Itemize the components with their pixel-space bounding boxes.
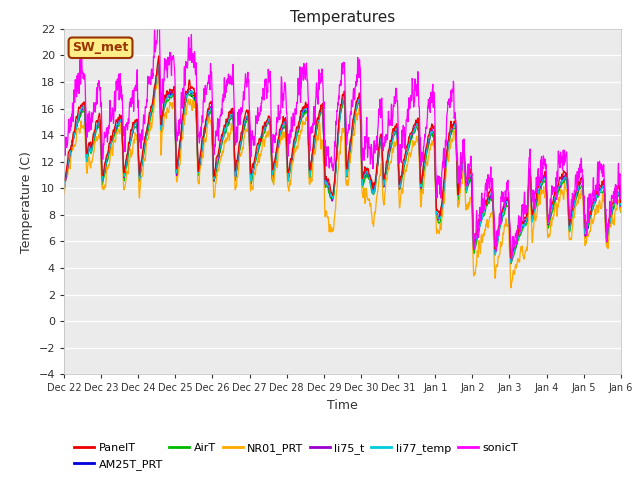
PanelT xyxy=(359,174,367,180)
AM25T_PRT xyxy=(504,195,512,201)
NR01_PRT xyxy=(568,228,576,234)
AM25T_PRT xyxy=(155,61,163,67)
li75_t xyxy=(155,59,163,65)
li77_temp xyxy=(60,180,68,186)
li77_temp xyxy=(155,59,163,64)
li77_temp xyxy=(584,223,591,229)
NR01_PRT xyxy=(359,194,367,200)
PanelT xyxy=(371,181,379,187)
PanelT xyxy=(568,207,576,213)
AM25T_PRT xyxy=(617,207,625,213)
PanelT xyxy=(60,178,68,183)
AirT xyxy=(507,261,515,267)
li75_t xyxy=(359,181,367,187)
li77_temp xyxy=(617,201,625,207)
AM25T_PRT xyxy=(507,257,515,263)
NR01_PRT xyxy=(60,192,68,197)
li75_t xyxy=(617,203,625,209)
Line: AM25T_PRT: AM25T_PRT xyxy=(64,64,621,260)
sonicT xyxy=(508,258,515,264)
PanelT xyxy=(155,53,163,59)
sonicT xyxy=(371,150,379,156)
AirT xyxy=(371,189,379,195)
PanelT xyxy=(504,196,512,202)
sonicT xyxy=(156,16,163,22)
NR01_PRT xyxy=(507,285,515,291)
AM25T_PRT xyxy=(371,184,379,190)
NR01_PRT xyxy=(216,162,223,168)
PanelT xyxy=(584,218,591,224)
li77_temp xyxy=(507,259,515,265)
AirT xyxy=(504,203,512,208)
li75_t xyxy=(507,259,515,264)
sonicT xyxy=(568,202,576,208)
AM25T_PRT xyxy=(568,214,576,220)
Line: sonicT: sonicT xyxy=(64,19,621,261)
AirT xyxy=(359,184,367,190)
AirT xyxy=(60,186,68,192)
li75_t xyxy=(568,209,576,215)
li77_temp xyxy=(568,214,576,219)
li75_t xyxy=(584,220,591,226)
AM25T_PRT xyxy=(359,180,367,186)
AirT xyxy=(568,215,576,220)
NR01_PRT xyxy=(584,234,591,240)
Line: li75_t: li75_t xyxy=(64,62,621,262)
X-axis label: Time: Time xyxy=(327,399,358,412)
Title: Temperatures: Temperatures xyxy=(290,10,395,25)
sonicT xyxy=(359,147,367,153)
AirT xyxy=(155,62,163,68)
PanelT xyxy=(617,199,625,204)
AirT xyxy=(216,151,223,156)
li77_temp xyxy=(359,180,367,185)
li75_t xyxy=(60,181,68,187)
Text: SW_met: SW_met xyxy=(72,41,129,54)
PanelT xyxy=(507,255,515,261)
li75_t xyxy=(216,146,223,152)
sonicT xyxy=(216,124,223,130)
AirT xyxy=(617,209,625,215)
NR01_PRT xyxy=(504,222,512,228)
NR01_PRT xyxy=(617,209,625,215)
sonicT xyxy=(584,205,591,211)
Line: PanelT: PanelT xyxy=(64,56,621,258)
sonicT xyxy=(504,193,512,199)
AM25T_PRT xyxy=(584,226,591,231)
Line: AirT: AirT xyxy=(64,65,621,264)
sonicT xyxy=(60,112,68,118)
li75_t xyxy=(504,197,512,203)
Y-axis label: Temperature (C): Temperature (C) xyxy=(20,151,33,252)
Line: li77_temp: li77_temp xyxy=(64,61,621,262)
NR01_PRT xyxy=(154,72,162,78)
li77_temp xyxy=(371,186,379,192)
AM25T_PRT xyxy=(60,183,68,189)
AirT xyxy=(584,225,591,230)
Line: NR01_PRT: NR01_PRT xyxy=(64,75,621,288)
NR01_PRT xyxy=(371,209,379,215)
AM25T_PRT xyxy=(216,149,223,155)
PanelT xyxy=(216,143,223,149)
li75_t xyxy=(371,183,379,189)
sonicT xyxy=(617,196,625,202)
Legend: PanelT, AM25T_PRT, AirT, NR01_PRT, li75_t, li77_temp, sonicT: PanelT, AM25T_PRT, AirT, NR01_PRT, li75_… xyxy=(70,439,522,474)
li77_temp xyxy=(216,146,223,152)
li77_temp xyxy=(504,199,512,205)
